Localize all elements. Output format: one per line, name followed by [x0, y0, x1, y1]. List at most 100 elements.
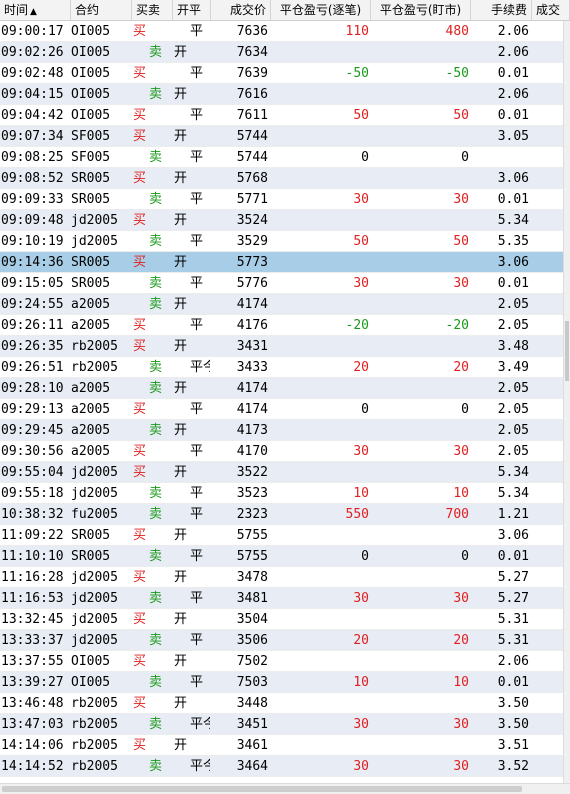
table-row[interactable]: 09:04:42 OI005 买 平 7611 50 50 0.01 [0, 105, 564, 126]
cell-price: 7636 [236, 24, 268, 39]
table-row[interactable]: 11:16:28 jd2005 买 开 3478 5.27 [0, 567, 564, 588]
cell-open-close: 平 [190, 549, 204, 564]
table-row[interactable]: 13:47:03 rb2005 卖 平今 3451 30 30 3.50 [0, 714, 564, 735]
table-row[interactable]: 09:09:33 SR005 卖 平 5771 30 30 0.01 [0, 189, 564, 210]
cell-fee: 2.06 [497, 654, 529, 669]
cell-price: 3464 [236, 759, 268, 774]
table-row[interactable]: 09:09:48 jd2005 买 开 3524 5.34 [0, 210, 564, 231]
cell-open-close: 开 [174, 297, 188, 312]
cell-open-close: 开 [174, 528, 188, 543]
cell-time: 09:09:33 [1, 192, 64, 207]
cell-symbol: SR005 [71, 528, 111, 543]
column-header-pnl-mark[interactable]: 平仓盈亏(盯市) [371, 0, 471, 20]
table-row[interactable]: 11:09:22 SR005 买 开 5755 3.06 [0, 525, 564, 546]
cell-symbol: OI005 [71, 24, 111, 39]
cell-buy-sell: 买 [133, 318, 147, 333]
cell-pnl-mark [371, 651, 471, 672]
cell-symbol: jd2005 [71, 633, 118, 648]
cell-time: 09:55:04 [1, 465, 64, 480]
table-row[interactable]: 09:24:55 a2005 卖开 4174 2.05 [0, 294, 564, 315]
column-header-trade[interactable]: 成交 [532, 0, 570, 20]
table-row[interactable]: 09:08:52 SR005 买 开 5768 3.06 [0, 168, 564, 189]
cell-fee: 3.49 [497, 360, 529, 375]
cell-buy-sell: 买 [133, 255, 147, 270]
table-row[interactable]: 09:14:36 SR005 买 开 5773 3.06 [0, 252, 564, 273]
cell-fee: 3.06 [497, 255, 529, 270]
table-row[interactable]: 11:16:53 jd2005 卖 平 3481 30 30 5.27 [0, 588, 564, 609]
cell-fee: 5.27 [497, 591, 529, 606]
cell-open-close: 开 [174, 45, 188, 60]
cell-pnl-mark: 0 [461, 402, 469, 417]
cell-buy-sell: 买 [133, 696, 147, 711]
cell-pnl-per-trade: 20 [353, 633, 369, 648]
table-row[interactable]: 09:26:51 rb2005 卖 平今 3433 20 20 3.49 [0, 357, 564, 378]
cell-pnl-per-trade: -50 [345, 66, 369, 81]
table-row[interactable]: 09:26:11 a2005 买 平 4176 -20 -20 2.05 [0, 315, 564, 336]
table-row[interactable]: 09:02:26 OI005 卖开 7634 2.06 [0, 42, 564, 63]
table-row[interactable]: 09:55:04 jd2005 买 开 3522 5.34 [0, 462, 564, 483]
cell-pnl-mark: 10 [453, 675, 469, 690]
horizontal-scrollbar-thumb[interactable] [2, 786, 522, 792]
cell-time: 09:26:51 [1, 360, 64, 375]
cell-pnl-per-trade [271, 735, 371, 756]
table-row[interactable]: 14:14:52 rb2005 卖 平今 3464 30 30 3.52 [0, 756, 564, 777]
cell-pnl-mark: -50 [445, 66, 469, 81]
cell-fee: 2.05 [497, 444, 529, 459]
table-row[interactable]: 09:00:17 OI005 买 平 7636 110 480 2.06 [0, 21, 564, 42]
table-row[interactable]: 09:15:05 SR005 卖 平 5776 30 30 0.01 [0, 273, 564, 294]
cell-time: 14:14:06 [1, 738, 64, 753]
table-row[interactable]: 09:26:35 rb2005 买 开 3431 3.48 [0, 336, 564, 357]
cell-time: 09:09:48 [1, 213, 64, 228]
cell-price: 3451 [236, 717, 268, 732]
cell-pnl-per-trade [271, 252, 371, 273]
cell-pnl-per-trade [271, 651, 371, 672]
cell-time: 09:08:52 [1, 171, 64, 186]
column-header-pnl-per-trade[interactable]: 平仓盈亏(逐笔) [271, 0, 371, 20]
cell-pnl-mark: 0 [461, 150, 469, 165]
cell-pnl-mark: 10 [453, 486, 469, 501]
cell-fee: 2.05 [497, 297, 529, 312]
cell-symbol: a2005 [71, 297, 111, 312]
cell-pnl-mark: 700 [445, 507, 469, 522]
table-row[interactable]: 09:04:15 OI005 卖开 7616 2.06 [0, 84, 564, 105]
cell-fee: 3.06 [497, 171, 529, 186]
table-row[interactable]: 14:14:06 rb2005 买 开 3461 3.51 [0, 735, 564, 756]
cell-open-close: 开 [174, 570, 188, 585]
cell-open-close: 平 [190, 234, 204, 249]
vertical-scrollbar-thumb[interactable] [565, 321, 569, 381]
cell-buy-sell: 卖 [149, 507, 163, 522]
table-row[interactable]: 13:39:27 OI005 卖 平 7503 10 10 0.01 [0, 672, 564, 693]
table-row[interactable]: 09:28:10 a2005 卖开 4174 2.05 [0, 378, 564, 399]
cell-time: 11:10:10 [1, 549, 64, 564]
cell-fee: 2.05 [497, 318, 529, 333]
vertical-scrollbar[interactable] [563, 21, 570, 784]
column-header-symbol[interactable]: 合约 [71, 0, 132, 20]
table-row[interactable]: 10:38:32 fu2005 卖 平 2323 550 700 1.21 [0, 504, 564, 525]
cell-pnl-mark [371, 294, 471, 315]
cell-time: 11:16:28 [1, 570, 64, 585]
cell-pnl-mark: 0 [461, 549, 469, 564]
column-header-price[interactable]: 成交价 [211, 0, 271, 20]
table-row[interactable]: 13:33:37 jd2005 卖 平 3506 20 20 5.31 [0, 630, 564, 651]
table-row[interactable]: 09:55:18 jd2005 卖 平 3523 10 10 5.34 [0, 483, 564, 504]
table-row[interactable]: 09:29:13 a2005 买 平 4174 0 0 2.05 [0, 399, 564, 420]
table-row[interactable]: 09:02:48 OI005 买 平 7639 -50 -50 0.01 [0, 63, 564, 84]
table-row[interactable]: 09:29:45 a2005 卖开 4173 2.05 [0, 420, 564, 441]
table-row[interactable]: 09:08:25 SF005 卖 平 5744 0 0 [0, 147, 564, 168]
table-row[interactable]: 13:32:45 jd2005 买 开 3504 5.31 [0, 609, 564, 630]
cell-buy-sell: 卖 [149, 423, 163, 438]
column-header-time[interactable]: 时间 ▲ [0, 0, 71, 20]
table-row[interactable]: 09:10:19 jd2005 卖 平 3529 50 50 5.35 [0, 231, 564, 252]
column-header-open-close[interactable]: 开平 [173, 0, 211, 20]
cell-pnl-per-trade: 550 [345, 507, 369, 522]
table-row[interactable]: 09:30:56 a2005 买 平 4170 30 30 2.05 [0, 441, 564, 462]
column-header-buy-sell[interactable]: 买卖 [132, 0, 173, 20]
table-row[interactable]: 11:10:10 SR005 卖 平 5755 0 0 0.01 [0, 546, 564, 567]
column-header-fee[interactable]: 手续费 [471, 0, 532, 20]
table-row[interactable]: 09:07:34 SF005 买 开 5744 3.05 [0, 126, 564, 147]
table-row[interactable]: 13:37:55 OI005 买 开 7502 2.06 [0, 651, 564, 672]
table-row[interactable]: 13:46:48 rb2005 买 开 3448 3.50 [0, 693, 564, 714]
cell-buy-sell: 卖 [149, 192, 163, 207]
cell-open-close: 开 [174, 255, 188, 270]
horizontal-scrollbar[interactable] [0, 783, 570, 794]
